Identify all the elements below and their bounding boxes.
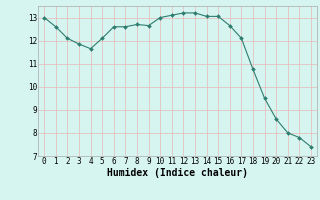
X-axis label: Humidex (Indice chaleur): Humidex (Indice chaleur) xyxy=(107,168,248,178)
